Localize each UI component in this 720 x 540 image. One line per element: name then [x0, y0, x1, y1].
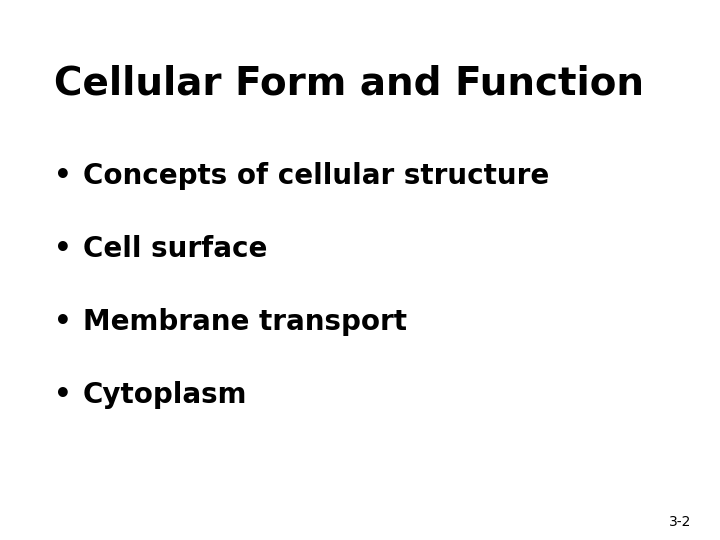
Text: •: •	[54, 235, 72, 263]
Text: Cell surface: Cell surface	[83, 235, 267, 263]
Text: Membrane transport: Membrane transport	[83, 308, 407, 336]
Text: •: •	[54, 162, 72, 190]
Text: •: •	[54, 308, 72, 336]
Text: Cytoplasm: Cytoplasm	[83, 381, 247, 409]
Text: Cellular Form and Function: Cellular Form and Function	[54, 65, 644, 103]
Text: Concepts of cellular structure: Concepts of cellular structure	[83, 162, 549, 190]
Text: •: •	[54, 381, 72, 409]
Text: 3-2: 3-2	[669, 515, 691, 529]
